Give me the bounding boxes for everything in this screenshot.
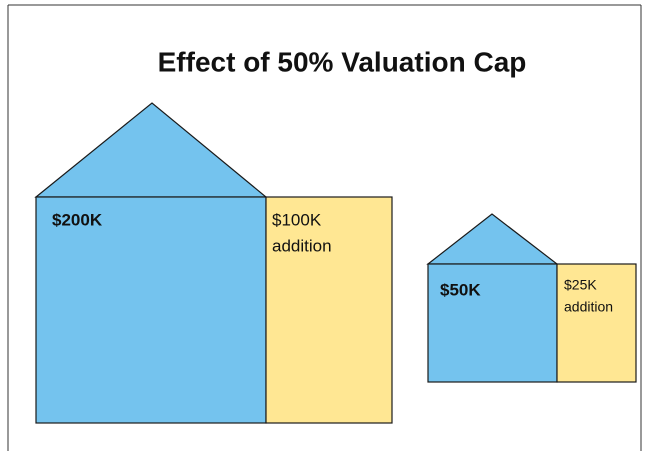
- addition-label: $100K: [272, 210, 322, 229]
- roof: [428, 214, 557, 264]
- house-label: $200K: [52, 210, 103, 229]
- addition-label: $25K: [564, 277, 597, 293]
- title: Effect of 50% Valuation Cap: [158, 46, 527, 77]
- addition-label: addition: [564, 299, 613, 315]
- roof: [36, 103, 266, 197]
- house-label: $50K: [440, 280, 481, 299]
- addition: [266, 197, 392, 423]
- addition-label: addition: [272, 236, 332, 255]
- diagram: Effect of 50% Valuation Cap $200K $100K …: [0, 0, 649, 451]
- house-body: [36, 197, 266, 423]
